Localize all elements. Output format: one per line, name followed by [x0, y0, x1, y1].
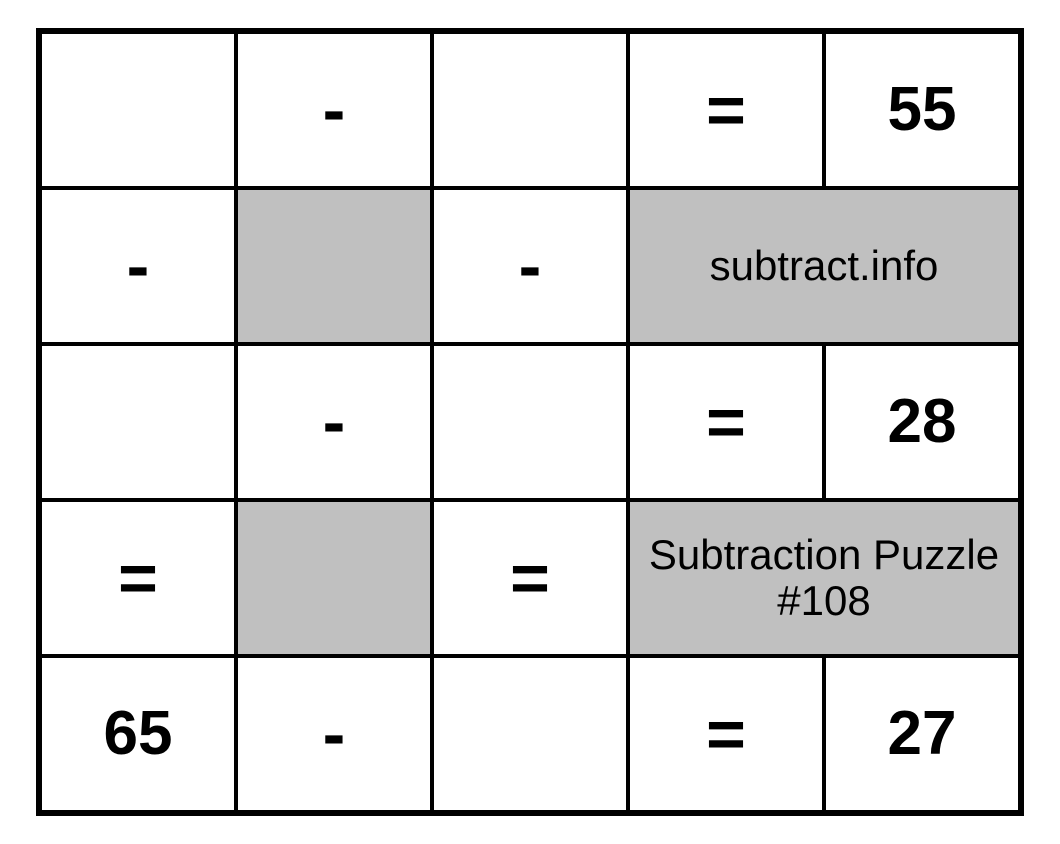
- blank-cell-r0c0[interactable]: [40, 32, 236, 188]
- equals-operator: =: [628, 32, 824, 188]
- puzzle-grid: - = 55 - - subtract.info - = 28 = = Subt…: [36, 28, 1024, 816]
- puzzle-title: Subtraction Puzzle #108: [628, 500, 1020, 656]
- shaded-cell-r1c1: [236, 188, 432, 344]
- result-cell-r4c4: 27: [824, 656, 1020, 812]
- minus-operator: -: [40, 188, 236, 344]
- minus-operator: -: [432, 188, 628, 344]
- blank-cell-r2c0[interactable]: [40, 344, 236, 500]
- blank-cell-r0c2[interactable]: [432, 32, 628, 188]
- minus-operator: -: [236, 32, 432, 188]
- value-cell-r4c0: 65: [40, 656, 236, 812]
- equals-operator: =: [628, 344, 824, 500]
- equals-operator: =: [40, 500, 236, 656]
- minus-operator: -: [236, 344, 432, 500]
- minus-operator: -: [236, 656, 432, 812]
- result-cell-r0c4: 55: [824, 32, 1020, 188]
- result-cell-r2c4: 28: [824, 344, 1020, 500]
- shaded-cell-r3c1: [236, 500, 432, 656]
- site-label: subtract.info: [628, 188, 1020, 344]
- equals-operator: =: [432, 500, 628, 656]
- blank-cell-r4c2[interactable]: [432, 656, 628, 812]
- blank-cell-r2c2[interactable]: [432, 344, 628, 500]
- equals-operator: =: [628, 656, 824, 812]
